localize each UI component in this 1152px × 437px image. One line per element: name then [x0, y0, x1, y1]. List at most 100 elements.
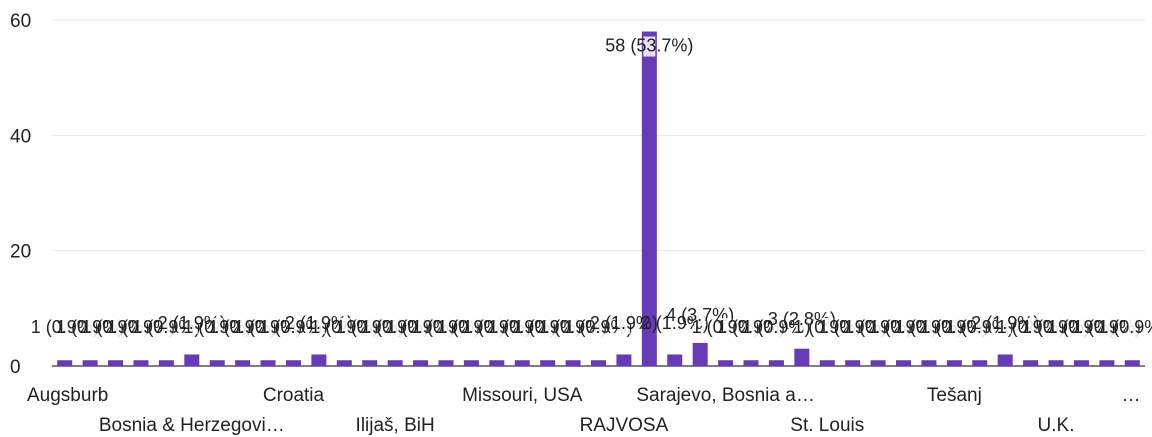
bar[interactable] — [641, 31, 657, 367]
bar[interactable] — [692, 342, 708, 366]
bar[interactable] — [184, 354, 200, 366]
bar[interactable] — [57, 360, 73, 366]
data-label-bg — [821, 318, 834, 338]
bar[interactable] — [870, 360, 886, 366]
data-label: 1 (0.9%) — [1047, 317, 1115, 337]
bar[interactable] — [1073, 360, 1089, 366]
data-label: 1 (0.9%) — [920, 317, 988, 337]
bar[interactable] — [616, 354, 632, 366]
data-label-bg — [439, 318, 452, 338]
data-label: 1 (0.9%) — [361, 317, 429, 337]
bar[interactable] — [997, 354, 1013, 366]
data-label: 1 (0.9%) — [1098, 317, 1152, 337]
data-label: 58 (53.7%) — [605, 36, 693, 56]
bar[interactable] — [896, 360, 912, 366]
data-label-bg — [236, 318, 249, 338]
bar[interactable] — [311, 354, 327, 366]
data-label: 1 (0.9%) — [234, 317, 302, 337]
bar[interactable] — [260, 360, 276, 366]
bar[interactable] — [667, 354, 683, 366]
data-label-bg — [1100, 318, 1113, 338]
data-label: 1 (0.9%) — [259, 317, 327, 337]
bar[interactable] — [921, 360, 937, 366]
y-tick-label: 40 — [10, 126, 31, 147]
bar[interactable] — [514, 360, 530, 366]
bar[interactable] — [819, 360, 835, 366]
bar[interactable] — [489, 360, 505, 366]
bar[interactable] — [1023, 360, 1039, 366]
bar[interactable] — [565, 360, 581, 366]
data-label-bg — [1126, 318, 1139, 338]
bar[interactable] — [387, 360, 403, 366]
data-label: 1 (0.9%) — [209, 317, 277, 337]
bar[interactable] — [743, 360, 759, 366]
bar[interactable] — [540, 360, 556, 366]
data-label: 1 (0.9%) — [997, 317, 1065, 337]
bar[interactable] — [1099, 360, 1115, 366]
bar[interactable] — [591, 360, 606, 366]
data-label-bg — [617, 314, 630, 334]
data-label: 1 (0.9%) — [895, 317, 963, 337]
data-label-bg — [338, 318, 351, 338]
bar[interactable] — [768, 360, 784, 366]
x-axis: Augsburb Bosnia & Herzegovi… Croatia Ilijaš… — [27, 385, 1141, 436]
data-label: 2 (1.9%) — [158, 313, 226, 333]
data-label: 1 (0.9%) — [437, 317, 505, 337]
bar[interactable] — [845, 360, 861, 366]
bar[interactable] — [209, 360, 225, 366]
bar[interactable] — [108, 360, 124, 366]
bar[interactable] — [82, 360, 98, 366]
data-label-bg — [948, 318, 961, 338]
x-category-label: RAJVOSA — [580, 415, 669, 436]
x-category-label: Bosnia & Herzegovi… — [99, 415, 285, 436]
data-label-bg — [58, 318, 71, 338]
data-label-bg — [414, 318, 427, 338]
data-label: 2 (1.9%) — [590, 313, 658, 333]
data-label: 1 (0.9%) — [463, 317, 531, 337]
bar[interactable] — [718, 360, 734, 366]
bar[interactable] — [438, 360, 454, 366]
x-category-label: Tešanj — [927, 385, 982, 406]
data-label: 1 (0.9%) — [870, 317, 938, 337]
bar[interactable] — [1048, 360, 1064, 366]
bar[interactable] — [133, 360, 149, 366]
data-label: 3 (2.8%) — [768, 309, 836, 329]
data-labels: 1 (0.9%)1 (0.9%)1 (0.9%)1 (0.9%)1 (0.9%)… — [31, 36, 1152, 338]
x-category-label: Augsburb — [27, 385, 108, 406]
bar[interactable] — [336, 360, 352, 366]
data-label: 1 (0.9%) — [564, 317, 632, 337]
bar[interactable] — [235, 360, 251, 366]
x-category-label: St. Louis — [790, 415, 864, 436]
data-label: 1 (0.9%) — [336, 317, 404, 337]
data-label-bg — [262, 318, 275, 338]
y-tick-label: 20 — [10, 242, 31, 263]
data-label: 2 (1.9%) — [971, 313, 1039, 333]
bar[interactable] — [946, 360, 962, 366]
data-label-bg — [1024, 318, 1037, 338]
bar[interactable] — [463, 360, 479, 366]
data-label-bg — [160, 318, 173, 338]
data-label: 1 (0.9%) — [742, 317, 810, 337]
data-label: 2 (1.9%) — [641, 313, 709, 333]
data-label: 1 (0.9%) — [183, 317, 251, 337]
bar[interactable] — [1124, 360, 1140, 366]
data-label: 2 (1.9%) — [285, 313, 353, 333]
data-label-bg — [312, 314, 325, 334]
bar[interactable] — [794, 348, 810, 366]
data-label-bg — [465, 318, 478, 338]
bar[interactable] — [972, 360, 988, 366]
data-label: 1 (0.9%) — [31, 317, 99, 337]
data-label-bg — [516, 318, 529, 338]
bar[interactable] — [285, 360, 301, 366]
data-label: 1 (0.9%) — [387, 317, 455, 337]
data-label-bg — [363, 318, 376, 338]
bar[interactable] — [413, 360, 429, 366]
data-label-bg — [389, 318, 402, 338]
x-category-label: Croatia — [263, 385, 325, 406]
data-label-bg — [541, 318, 554, 338]
data-label: 1 (0.9%) — [107, 317, 175, 337]
bar[interactable] — [362, 360, 378, 366]
data-label-bg — [668, 314, 681, 334]
data-label-bg — [770, 318, 783, 338]
bar[interactable] — [158, 360, 174, 366]
